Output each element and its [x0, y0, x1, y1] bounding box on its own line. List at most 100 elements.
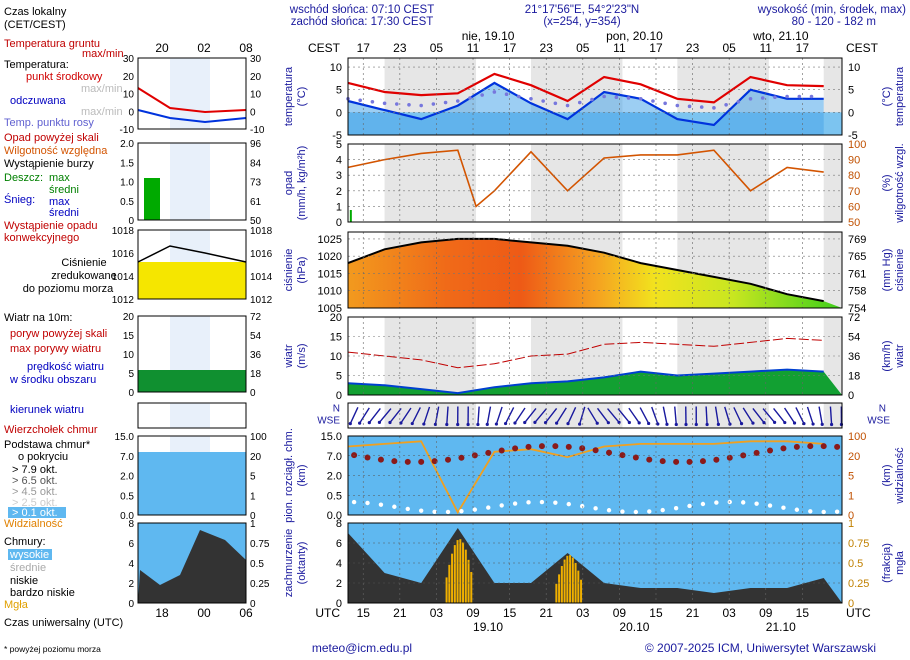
- legend-humidity: Wilgotność względna: [4, 145, 108, 157]
- cest-hour: 23: [686, 41, 700, 55]
- fog-bar: [558, 574, 561, 603]
- mini-tick-right: 54: [250, 331, 262, 342]
- dew-point-dot: [797, 94, 802, 99]
- mini-frame: [137, 229, 247, 300]
- wind-arrow: [567, 407, 577, 424]
- panel-label-right-unit: (mm Hg): [881, 249, 893, 292]
- visibility-line: [347, 440, 824, 515]
- compass-wse-right: WSE: [867, 416, 890, 427]
- mini-tick-right: 0.75: [250, 539, 270, 550]
- day-label-bottom: 20.10: [619, 620, 649, 634]
- cloud-base-dot: [620, 509, 625, 514]
- legend-precip-conv1: Wystąpienie opadu: [4, 220, 97, 232]
- night-band: [677, 403, 769, 428]
- mini-frame: [137, 57, 247, 130]
- mini-tick-right: 1018: [250, 226, 273, 237]
- cloud-base-dot: [432, 509, 437, 514]
- wind-arrow-head: [627, 420, 631, 425]
- cloud-base-dot: [378, 502, 384, 507]
- cloud-base-dot: [486, 505, 491, 510]
- mini-tick-left: 0: [128, 216, 134, 227]
- panel-label-right: wiatr: [894, 344, 906, 369]
- mini-tick-right: 0.25: [250, 579, 270, 590]
- cloud-tick: 0.5: [327, 490, 342, 502]
- panel-label-right-unit: (km): [881, 465, 893, 487]
- legend-rain-max: max: [49, 172, 70, 184]
- footer-email[interactable]: meteo@icm.edu.pl: [312, 641, 412, 655]
- dew-point-dot: [516, 94, 521, 99]
- dew-point-dot: [504, 92, 509, 97]
- legend-okt65: > 6.5 okt.: [12, 475, 58, 487]
- wind-arrow-head: [839, 422, 844, 427]
- fog-bar: [470, 571, 473, 603]
- legend-wind-dir: kierunek wiatru: [10, 404, 84, 416]
- cloud-base-dot: [767, 503, 773, 508]
- cloud-base-dot: [794, 507, 800, 512]
- wind-speed-line: [347, 368, 824, 395]
- wind-arrow: [524, 408, 537, 423]
- mini-tick-right: 30: [250, 54, 262, 65]
- wind-arrow-head: [523, 420, 527, 425]
- precip-tick: 2: [336, 186, 342, 198]
- mini-tick-left: 20: [123, 72, 135, 83]
- utc-hour: 15: [503, 606, 517, 620]
- cloud-top-dot: [404, 458, 411, 465]
- fog-tick: 0.5: [848, 558, 863, 570]
- pressure-tick: 1025: [318, 234, 342, 246]
- wind-arrow: [829, 406, 833, 425]
- cloud-base-dot: [405, 506, 410, 512]
- height-values: 80 - 120 - 182 m: [792, 16, 876, 28]
- cover-tick: 4: [336, 558, 342, 570]
- wind-arrow: [534, 408, 548, 423]
- mini-tick-left: 1014: [112, 272, 135, 283]
- mini-tick-left: 10: [123, 350, 135, 361]
- legend-ground-temp: Temperatura gruntu: [4, 38, 100, 50]
- cloud-top-dot: [445, 456, 452, 463]
- cest-hour: 17: [796, 41, 810, 55]
- cloud-top-dot: [807, 443, 814, 450]
- cloud-top-dot: [485, 449, 492, 456]
- legend-high: wysokie: [9, 549, 49, 561]
- cloud-top-dot: [726, 454, 733, 461]
- visibility-tick: 1: [848, 490, 854, 502]
- wind-arrow: [773, 408, 786, 423]
- cest-hour: 17: [503, 41, 517, 55]
- fog-bar: [566, 555, 569, 603]
- wind-arrow: [446, 406, 449, 425]
- wind-arrow-head: [377, 420, 382, 424]
- cest-hour: 05: [576, 41, 590, 55]
- dew-point-dot: [455, 99, 460, 103]
- dew-point-dot: [663, 101, 667, 106]
- sunrise-text: wschód słońca: 07:10 CEST: [289, 4, 434, 16]
- temp-tick-right: 0: [848, 107, 854, 119]
- mini-tick-right: 0.5: [250, 559, 264, 570]
- wind-arrow: [504, 407, 515, 424]
- legend-rain-mid: średni: [49, 184, 79, 196]
- night-band: [823, 403, 842, 428]
- day-label-top: pon, 20.10: [606, 29, 663, 43]
- night-band: [530, 403, 623, 428]
- legend-okt45: > 4.5 okt.: [12, 486, 58, 498]
- legend-maxmin1: max/min: [81, 83, 123, 95]
- dew-point-dot: [748, 96, 753, 101]
- fog-bar: [555, 583, 558, 603]
- cloud-top-dot: [646, 456, 653, 463]
- dew-point-dot: [407, 103, 411, 107]
- panel-label-left: ciśnienie: [283, 249, 295, 292]
- panel-frame: [347, 522, 843, 604]
- mini-tick-left: 7.0: [120, 452, 134, 463]
- wind-arrow: [587, 407, 598, 424]
- cest-hour: 23: [393, 41, 407, 55]
- cloud-top-dot: [418, 458, 425, 465]
- cloud-base-dot: [472, 507, 478, 512]
- mini-top-tick: 20: [155, 41, 169, 55]
- cloud-top-dot: [525, 443, 532, 450]
- dew-point-dot: [712, 106, 716, 110]
- cover-tick: 6: [336, 538, 342, 550]
- cloud-top-dot: [538, 443, 545, 450]
- mini-tick-left: 0: [128, 107, 134, 118]
- panel-label-right: widzialność: [894, 447, 906, 505]
- wind-arrow-head: [503, 421, 508, 426]
- pressure-line: [347, 237, 824, 303]
